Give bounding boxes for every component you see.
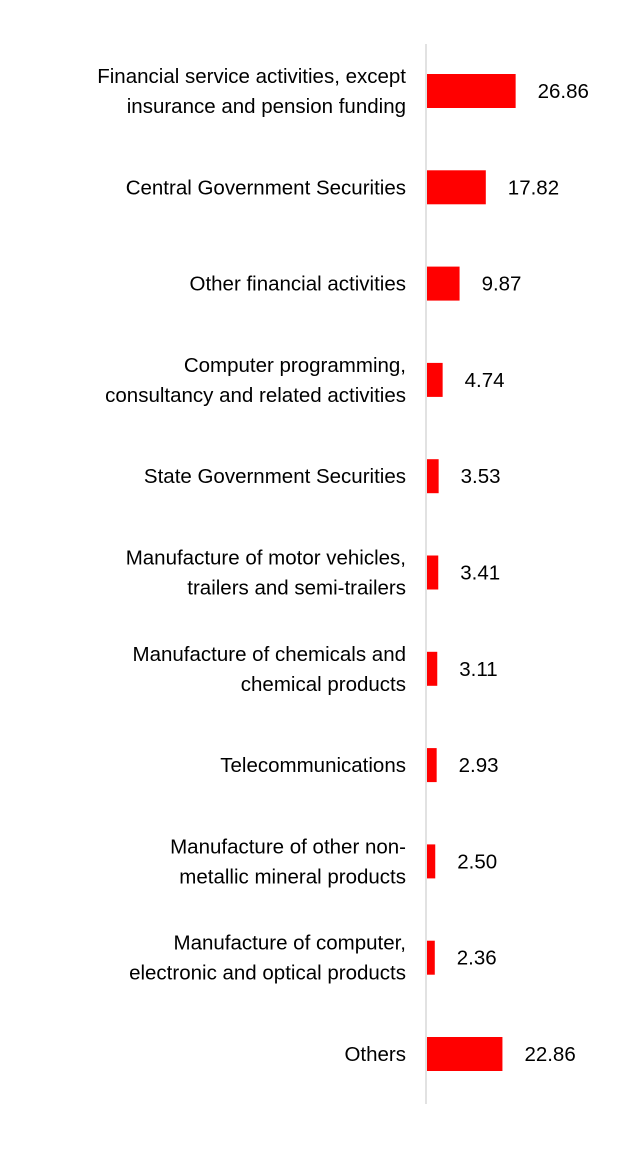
value-label-2: 17.82 bbox=[508, 176, 559, 199]
bar-8 bbox=[427, 748, 437, 783]
value-label-7: 3.11 bbox=[459, 658, 497, 681]
bar-6 bbox=[427, 555, 439, 590]
value-label-9: 2.50 bbox=[457, 850, 497, 873]
value-label-4: 4.74 bbox=[465, 369, 505, 392]
category-label-7: Manufacture of chemicals and chemical pro… bbox=[133, 643, 406, 696]
category-label-9: Manufacture of other non-metallic minera… bbox=[170, 835, 406, 888]
category-label-11: Others bbox=[344, 1043, 406, 1066]
value-label-3: 9.87 bbox=[482, 273, 522, 296]
value-labels-group: 26.86 17.82 9.87 4.74 3.53 3.41 3.11 2.93 2.50 2.… bbox=[457, 80, 589, 1066]
category-label-4: Computer programming, consultancy and rel… bbox=[105, 354, 406, 407]
value-label-8: 2.93 bbox=[459, 754, 499, 777]
bar-2 bbox=[427, 170, 486, 205]
bar-9 bbox=[427, 844, 436, 879]
category-label-3: Other financial activities bbox=[190, 273, 406, 296]
bar-7 bbox=[427, 651, 438, 686]
bars-group bbox=[427, 74, 516, 1071]
value-label-5: 3.53 bbox=[461, 465, 501, 488]
bar-5 bbox=[427, 459, 439, 494]
category-label-8: Telecommunications bbox=[220, 754, 406, 777]
bar-10 bbox=[427, 940, 435, 975]
value-label-1: 26.86 bbox=[538, 80, 589, 103]
category-label-5: State Government Securities bbox=[144, 465, 406, 488]
value-label-10: 2.36 bbox=[457, 947, 497, 970]
bar-3 bbox=[427, 266, 460, 301]
category-label-1: Financial service activities, except insu… bbox=[97, 65, 406, 118]
value-label-6: 3.41 bbox=[460, 562, 500, 585]
bar-11 bbox=[427, 1037, 503, 1071]
bar-1 bbox=[427, 74, 516, 108]
bar-4 bbox=[427, 362, 443, 397]
value-label-11: 22.86 bbox=[524, 1043, 575, 1066]
category-labels-group: Financial service activities, except insu… bbox=[97, 65, 406, 1066]
category-label-2: Central Government Securities bbox=[126, 176, 406, 199]
category-label-6: Manufacture of motor vehicles, trailers a… bbox=[126, 547, 406, 600]
category-label-10: Manufacture of computer, electronic and o… bbox=[129, 932, 406, 985]
